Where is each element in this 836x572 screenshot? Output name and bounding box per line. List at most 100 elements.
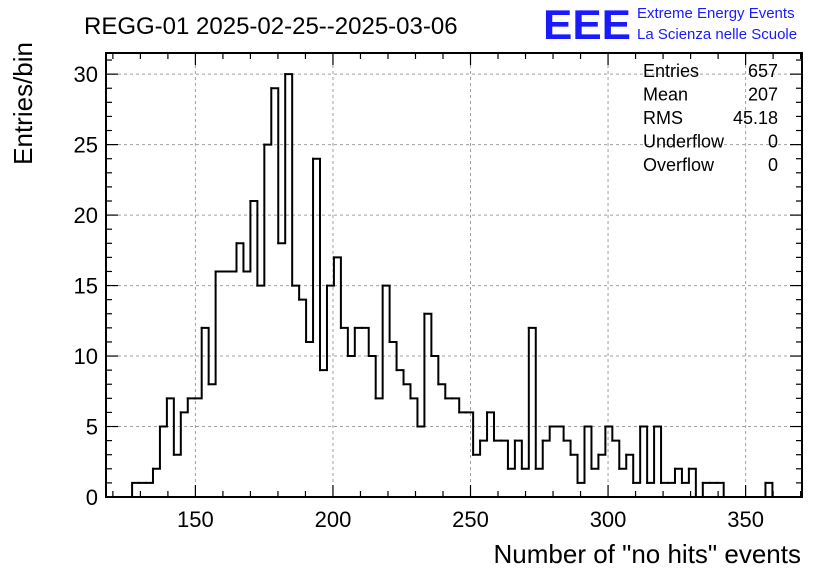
grid-lines [106, 53, 802, 497]
histogram-bin [151, 425, 161, 470]
histogram-bin [242, 200, 252, 273]
y-axis-label: Entries/bin [8, 42, 38, 165]
stats-value: 0 [768, 155, 778, 175]
histogram-bin [625, 453, 635, 484]
histogram-bin [639, 425, 649, 484]
histogram-bin [583, 425, 593, 470]
histogram-bin [534, 439, 544, 470]
histogram-bin [687, 467, 697, 498]
histogram-bin [499, 439, 509, 470]
histogram-bin [555, 425, 565, 442]
histogram-bin [381, 284, 391, 343]
histogram-bin [172, 411, 182, 456]
histogram-bin [757, 481, 767, 498]
histogram-bin [479, 411, 489, 442]
histogram-bin [611, 439, 621, 470]
x-tick-label: 350 [727, 507, 764, 532]
histogram-bin [346, 326, 356, 358]
histogram-bin [367, 355, 377, 400]
stats-label: Entries [643, 61, 699, 81]
x-tick-label: 300 [590, 507, 627, 532]
stats-value: 0 [768, 132, 778, 152]
histogram-bin [193, 326, 203, 400]
histogram-bin [541, 425, 551, 442]
chart-title: REGG-01 2025-02-25--2025-03-06 [84, 13, 458, 40]
eee-logo-line2: La Scienza nelle Scuole [637, 26, 797, 43]
plot-frame [105, 52, 803, 498]
histogram-bin [332, 256, 342, 329]
histogram-bin [486, 411, 496, 442]
stats-box: Entries 657 Mean 207 RMS 45.18 Underflow 0 Overf… [643, 61, 778, 175]
y-tick-label: 25 [74, 133, 98, 158]
histogram-bin [291, 284, 301, 301]
histogram-bin [145, 467, 154, 484]
histogram-bars [131, 73, 774, 498]
histogram-bin [451, 397, 461, 414]
histogram-bin [207, 270, 217, 386]
x-tick-label: 200 [315, 507, 352, 532]
histogram-bin [325, 256, 335, 287]
stats-value: 45.18 [733, 108, 778, 128]
stats-label: RMS [643, 108, 683, 128]
x-tick-labels: 150 200 250 300 350 [177, 507, 764, 532]
histogram-bin [597, 425, 607, 456]
histogram-bin [506, 439, 516, 470]
stats-label: Underflow [643, 132, 725, 152]
histogram-bin [312, 157, 322, 372]
stats-value: 657 [748, 61, 778, 81]
histogram-bin [423, 312, 433, 358]
histogram-bin [339, 326, 349, 358]
histogram-bin [513, 439, 523, 470]
histogram-bin [604, 425, 614, 442]
histogram-bin [256, 143, 266, 287]
histogram-bin [437, 383, 447, 400]
x-tick-label: 150 [177, 507, 214, 532]
eee-logo-line1: Extreme Energy Events [637, 5, 795, 22]
histogram-bin [298, 298, 308, 343]
y-tick-label: 20 [74, 203, 98, 228]
histogram-bin [520, 326, 530, 470]
y-tick-label: 30 [74, 62, 98, 87]
histogram-bin [402, 383, 412, 400]
histogram-bin [646, 425, 656, 484]
histogram-bin [430, 355, 440, 386]
histogram-bin [374, 284, 384, 400]
histogram-bin [179, 397, 189, 414]
histogram-bin [618, 453, 628, 470]
y-tick-label: 10 [74, 344, 98, 369]
histogram-bin [694, 481, 704, 498]
histogram-bin [569, 453, 579, 484]
histogram-bin [715, 481, 725, 498]
histogram-bin [667, 467, 676, 484]
stats-value: 207 [748, 85, 778, 105]
histogram-bin [284, 73, 294, 287]
histogram-bin [360, 326, 370, 358]
histogram-bin [409, 397, 419, 428]
histogram-bin [270, 87, 280, 245]
stats-label: Mean [643, 85, 688, 105]
histogram-bin [235, 242, 245, 273]
histogram-bin [527, 326, 537, 470]
histogram-bin [277, 73, 287, 245]
histogram-bin [388, 340, 398, 372]
histogram-bin [158, 397, 168, 428]
y-tick-label: 0 [86, 485, 98, 510]
histogram-bin [576, 425, 586, 484]
y-tick-labels: 0 5 10 15 20 25 30 [74, 62, 98, 510]
histogram-bin [590, 453, 600, 470]
histogram-bin [673, 467, 683, 484]
histogram-bin [395, 369, 405, 386]
x-axis-label: Number of "no hits" events [494, 539, 802, 569]
histogram-bin [131, 481, 141, 498]
eee-logo: EEE Extreme Energy Events La Scienza nel… [543, 1, 797, 48]
histogram-bin [416, 312, 426, 428]
axis-ticks [106, 53, 802, 498]
histogram-bin [305, 157, 315, 343]
eee-logo-mark: EEE [543, 1, 631, 48]
histogram-bin [653, 425, 663, 484]
histogram-bin [472, 439, 482, 456]
histogram-bin [200, 326, 210, 386]
x-tick-label: 250 [452, 507, 489, 532]
histogram-bin [465, 411, 475, 456]
